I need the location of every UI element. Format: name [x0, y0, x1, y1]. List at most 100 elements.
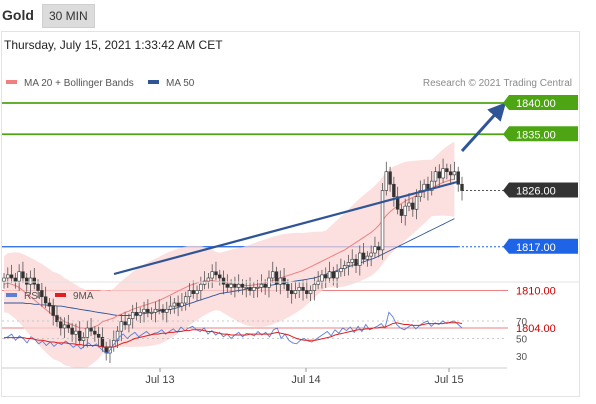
- candle: [32, 268, 36, 290]
- resistance-tag-bg: [509, 126, 578, 142]
- candle: [199, 276, 203, 301]
- candle: [411, 198, 415, 217]
- candle: [380, 183, 385, 260]
- candle: [180, 293, 184, 312]
- candle: [89, 318, 93, 337]
- ma50-legend-swatch: [148, 80, 159, 84]
- candle: [21, 261, 25, 283]
- candle: [342, 260, 347, 277]
- candle: [388, 166, 392, 192]
- symbol-title: Gold: [2, 7, 34, 23]
- resistance-tag-label: 1835.00: [516, 129, 556, 141]
- x-tick-label: Jul 15: [434, 374, 463, 386]
- last-price-tag-bg: [509, 182, 578, 198]
- candle: [142, 301, 146, 323]
- candle: [293, 280, 298, 299]
- pivot-tag-pointer: [503, 238, 509, 254]
- candle: [210, 264, 214, 288]
- x-axis-labels: Jul 13 Jul 14 Jul 15: [145, 368, 464, 386]
- rsi-legend: RSI 9MA: [6, 291, 94, 302]
- candle: [17, 264, 21, 292]
- candle: [354, 254, 358, 273]
- candle: [259, 274, 264, 293]
- candle: [369, 245, 373, 267]
- candle: [460, 176, 464, 201]
- candle: [153, 301, 158, 323]
- candle: [225, 274, 230, 293]
- candle: [289, 283, 294, 304]
- bollinger-band: [4, 141, 455, 369]
- candle: [115, 326, 120, 348]
- candle: [407, 193, 411, 212]
- candle: [138, 307, 142, 323]
- candle: [130, 304, 135, 329]
- rsi-tick-label: 70: [516, 317, 528, 328]
- candle: [403, 198, 407, 226]
- x-tick-label: Jul 14: [291, 374, 320, 386]
- candle: [172, 298, 177, 314]
- resistance-tag-bg: [509, 95, 578, 110]
- candle: [327, 261, 332, 283]
- timestamp: Thursday, July 15, 2021 1:33:42 AM CET: [4, 38, 223, 52]
- ma20-legend-label: MA 20 + Bollinger Bands: [24, 78, 134, 89]
- candle: [206, 273, 211, 289]
- candle: [191, 280, 195, 299]
- candle: [6, 267, 10, 288]
- candle: [399, 204, 404, 223]
- candle: [316, 271, 320, 290]
- candle: [282, 268, 286, 290]
- candle: [149, 307, 154, 320]
- pivot-tag-bg: [509, 238, 578, 254]
- candle: [384, 161, 388, 196]
- rsi-legend-label: RSI: [24, 291, 41, 302]
- candlesticks: [2, 158, 464, 363]
- rsi-tick-label: 50: [516, 335, 528, 346]
- candle: [62, 317, 67, 338]
- candle: [165, 301, 169, 323]
- main-legend: MA 20 + Bollinger Bands MA 50 Research ©…: [6, 78, 572, 89]
- candle: [202, 271, 207, 290]
- projection-arrow: [460, 102, 507, 153]
- candle: [252, 282, 256, 298]
- candle: [176, 295, 180, 317]
- candle: [274, 266, 279, 292]
- candle: [297, 282, 301, 298]
- candle: [255, 279, 260, 298]
- candle: [43, 286, 48, 308]
- candle: [433, 166, 438, 189]
- candle: [445, 163, 449, 180]
- candle: [127, 313, 131, 333]
- candle: [214, 261, 218, 280]
- candle: [123, 311, 127, 330]
- candle: [187, 283, 192, 307]
- last-price-tag-pointer: [503, 182, 509, 198]
- candle: [395, 186, 400, 215]
- header-bar: Gold 30 MIN: [0, 0, 596, 30]
- candle: [218, 269, 222, 286]
- ma50-line: [4, 218, 455, 316]
- timeframe-button[interactable]: 30 MIN: [42, 4, 95, 28]
- ma9-legend-label: 9MA: [73, 291, 94, 302]
- candle: [373, 236, 377, 258]
- pivot-tag-label: 1817.00: [516, 242, 556, 254]
- candle: [161, 304, 165, 320]
- ma9-legend-swatch: [55, 293, 66, 297]
- candle: [9, 264, 14, 283]
- candle: [119, 314, 124, 342]
- candle: [96, 326, 101, 348]
- x-tick-label: Jul 13: [145, 374, 174, 386]
- candle: [312, 276, 317, 301]
- resistance-tag-label: 1840.00: [516, 98, 556, 110]
- price-tags: 1840.00 1835.00 1826.00 1817.00 1810.00 1804.…: [503, 95, 578, 335]
- candle: [320, 269, 324, 289]
- candle: [271, 261, 275, 283]
- candle: [456, 166, 460, 192]
- candle: [183, 291, 188, 311]
- candle: [305, 280, 309, 299]
- candle: [47, 298, 52, 314]
- candle: [267, 270, 271, 298]
- resistance-tag-pointer: [503, 95, 509, 110]
- candle: [301, 279, 305, 301]
- candle: [430, 171, 434, 196]
